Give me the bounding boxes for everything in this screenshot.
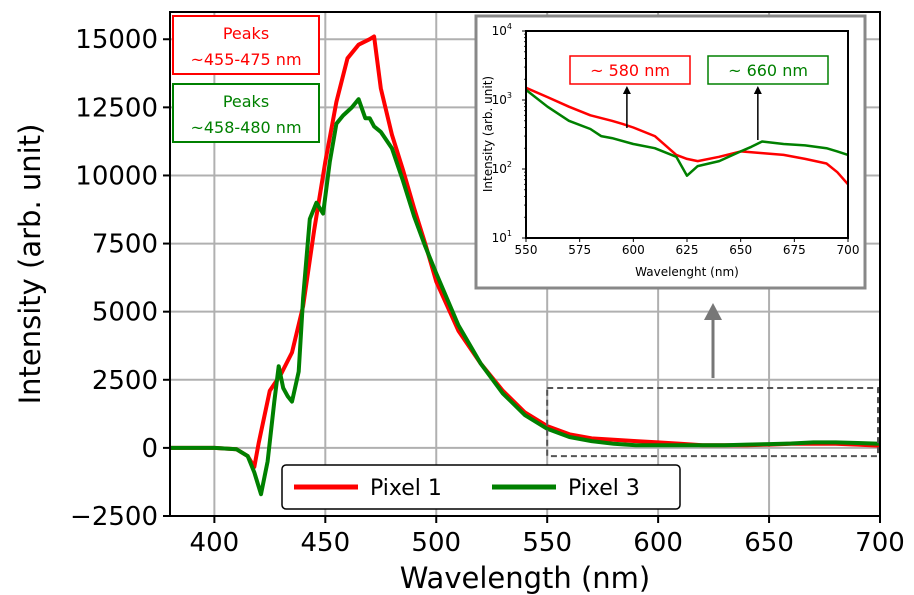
inset-y-tick-label: 101 (492, 229, 512, 245)
inset-x-axis-label: Wavelenght (nm) (635, 265, 739, 279)
legend-label-pixel3: Pixel 3 (568, 476, 640, 501)
main-y-axis-label: Intensity (arb. unit) (13, 124, 47, 405)
main-y-tick-label: 0 (141, 434, 158, 464)
main-x-tick-label: 600 (633, 528, 683, 558)
inset-y-axis-label: Intensity (arb. unit) (481, 76, 495, 192)
inset-arrow-660-head (753, 86, 762, 94)
inset-series-line-pixel-3 (525, 88, 849, 177)
inset-y-tick-base: 10 (492, 231, 507, 245)
inset-annotation-580-label: ~ 580 nm (590, 61, 670, 80)
main-y-tick-label: 12500 (75, 93, 158, 123)
main-y-tick-label: 5000 (92, 298, 158, 328)
peak-label-pixel1-line2: ~455-475 nm (190, 50, 301, 69)
peak-label-pixel3-line1: Peaks (223, 92, 269, 111)
inset-x-tick-label: 575 (568, 243, 591, 257)
peak-label-pixel1-line1: Peaks (223, 24, 269, 43)
inset-annotation-660-label: ~ 660 nm (728, 61, 808, 80)
inset-y-tick-base: 10 (492, 162, 507, 176)
main-series-line-pixel-3 (170, 97, 881, 497)
inset-annotation-580: ~ 580 nm (569, 55, 691, 128)
peak-annotation-pixel3: Peaks ~458-480 nm (172, 83, 320, 143)
inset-x-tick-label: 675 (783, 243, 806, 257)
inset-x-ticks: 550 575 600 625 650 675 700 (515, 238, 860, 257)
main-x-tick-label: 550 (522, 528, 572, 558)
zoom-arrow-head (704, 303, 722, 320)
inset-series-group (525, 86, 849, 186)
legend-label-pixel1: Pixel 1 (370, 476, 442, 501)
main-series-group (170, 34, 881, 497)
inset-y-tick-label: 103 (492, 91, 512, 107)
main-x-tick-label: 500 (411, 528, 461, 558)
inset-y-tick-label: 104 (492, 22, 512, 38)
main-y-tick-label: 2500 (92, 366, 158, 396)
inset-y-tick-label: 102 (492, 160, 512, 176)
inset-annotation-660: ~ 660 nm (707, 55, 829, 140)
peak-box-pixel1 (172, 15, 320, 75)
inset-y-tick-exp: 1 (507, 229, 512, 238)
inset-x-tick-label: 700 (837, 243, 860, 257)
legend-frame (281, 464, 681, 510)
inset-y-tick-exp: 2 (507, 160, 512, 169)
main-x-tick-label: 650 (744, 528, 794, 558)
main-x-tick-label: 400 (190, 528, 240, 558)
inset-x-tick-label: 600 (622, 243, 645, 257)
main-x-ticks: 400 450 500 550 600 650 700 (190, 516, 905, 558)
peak-annotation-pixel1: Peaks ~455-475 nm (172, 15, 320, 75)
inset-y-tick-exp: 4 (507, 22, 512, 31)
main-x-tick-label: 700 (855, 528, 905, 558)
main-y-tick-label: 10000 (75, 161, 158, 191)
inset-x-tick-label: 550 (515, 243, 538, 257)
inset-annotation-660-box (707, 55, 829, 85)
main-y-tick-label: −2500 (70, 502, 158, 532)
inset-x-tick-label: 625 (676, 243, 699, 257)
inset-series-line-pixel-1 (525, 86, 849, 186)
inset-y-tick-exp: 3 (507, 91, 512, 100)
main-x-axis-label: Wavelength (nm) (400, 561, 651, 595)
peak-label-pixel3-line2: ~458-480 nm (190, 118, 301, 137)
legend: Pixel 1 Pixel 3 (281, 464, 681, 510)
inset-x-tick-label: 650 (729, 243, 752, 257)
inset-y-tick-base: 10 (492, 93, 507, 107)
main-y-tick-label: 7500 (92, 230, 158, 260)
inset-annotation-580-box (569, 55, 691, 85)
peak-box-pixel3 (172, 83, 320, 143)
main-y-ticks: −2500 0 2500 5000 7500 10000 12500 15000 (70, 25, 170, 532)
inset-y-tick-base: 10 (492, 24, 507, 38)
main-plot-frame (169, 11, 881, 517)
highlight-region-box (546, 386, 879, 458)
main-x-tick-label: 450 (300, 528, 350, 558)
main-y-tick-label: 15000 (75, 25, 158, 55)
inset-arrow-580-head (622, 86, 631, 94)
